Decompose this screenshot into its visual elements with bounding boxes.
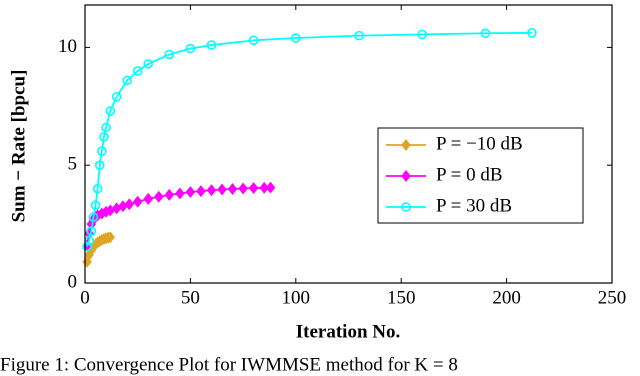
legend-label: P = −10 dB [436,133,523,154]
data-point [111,92,122,102]
data-point [227,183,238,195]
data-point [164,49,175,60]
data-point [196,185,206,198]
x-tick-label: 50 [181,287,200,308]
y-tick-label: 5 [68,154,78,175]
data-point [82,241,92,252]
legend-marker [401,170,411,182]
data-point [101,122,111,133]
legend-marker [401,202,411,212]
data-point [290,33,301,43]
data-point [154,190,164,203]
data-point [206,184,217,197]
data-point [480,28,491,39]
data-point [143,192,154,205]
data-point [124,198,135,211]
data-point [248,35,259,46]
data-point [417,29,428,40]
x-axis-label: Iteration No. [296,321,400,342]
x-tick-label: 250 [598,287,627,308]
legend-label: P = 30 dB [436,195,512,216]
y-tick-label: 10 [58,36,77,57]
data-point [143,59,154,69]
data-point [185,186,196,199]
data-point [99,132,109,142]
data-point [105,231,116,244]
data-point [132,195,143,208]
y-tick-label: 0 [68,271,78,292]
data-point [97,146,107,156]
x-tick-label: 0 [80,287,90,308]
data-point [354,30,364,41]
legend-marker [401,139,411,151]
legend-label: P = 0 dB [436,164,503,185]
data-point [86,226,97,236]
series-line [86,31,532,247]
caption: Figure 1: Convergence Plot for IWMMSE me… [0,354,458,375]
data-point [259,181,269,194]
y-axis-label: Sum − Rate [bpcu] [8,70,29,223]
data-point [90,200,101,211]
data-point [206,40,217,50]
plot-frame [84,4,613,284]
data-point [105,106,116,116]
data-point [132,66,143,76]
x-tick-label: 150 [387,287,416,308]
data-point [122,75,132,86]
data-point [164,188,175,201]
data-point [88,212,99,222]
data-point [238,182,248,195]
data-point [527,27,537,38]
data-point [94,160,105,171]
x-tick-label: 100 [282,287,311,308]
data-point [92,183,103,194]
data-point [248,182,259,195]
data-point [217,183,227,196]
x-tick-label: 200 [492,287,521,308]
data-point [175,187,185,200]
data-point [185,43,196,54]
data-point [265,181,276,194]
